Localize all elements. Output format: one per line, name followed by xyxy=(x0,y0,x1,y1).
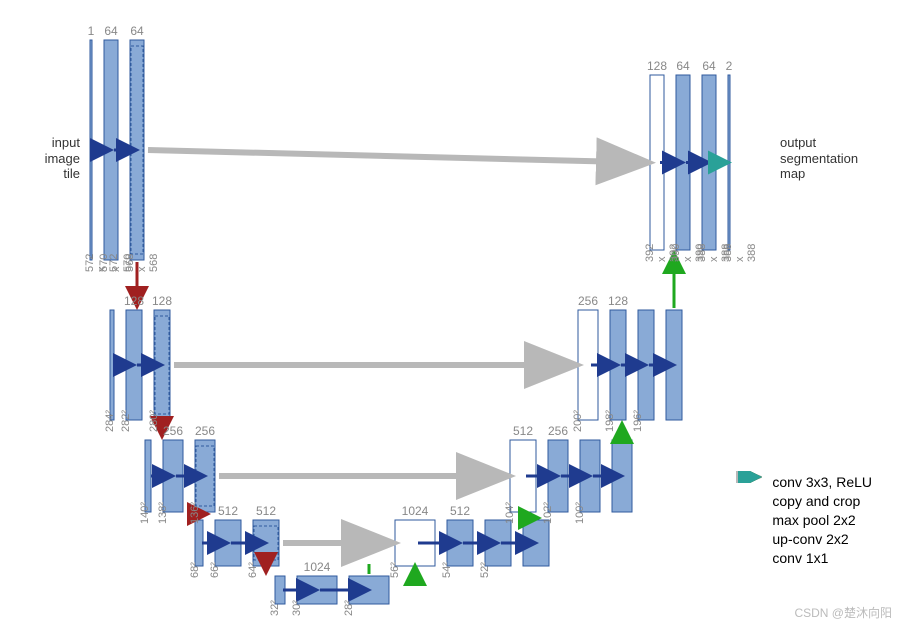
dim-label: 32² xyxy=(269,602,281,616)
dim-label: 52² xyxy=(479,564,491,578)
dim-label: 568 x 568 xyxy=(124,258,160,272)
legend-label: conv 3x3, ReLU xyxy=(772,474,872,490)
legend-label: conv 1x1 xyxy=(772,550,828,566)
input-label: inputimagetile xyxy=(30,135,80,182)
channel-label: 1024 xyxy=(297,560,337,574)
dim-label: 64² xyxy=(247,564,259,578)
channel-label: 512 xyxy=(208,504,248,518)
dim-label: 102² xyxy=(542,510,554,524)
dim-label: 200² xyxy=(572,418,584,432)
dim-label: 68² xyxy=(189,564,201,578)
legend-pool: max pool 2x2 xyxy=(736,512,872,528)
output-label: outputsegmentationmap xyxy=(780,135,858,182)
channel-label: 64 xyxy=(117,24,157,38)
channel-label: 2 xyxy=(709,59,749,73)
watermark: CSDN @楚沐向阳 xyxy=(794,604,892,621)
channel-label: 512 xyxy=(246,504,286,518)
channel-label: 1024 xyxy=(395,504,435,518)
legend: conv 3x3, ReLU copy and crop max pool 2x… xyxy=(736,471,872,569)
channel-label: 512 xyxy=(503,424,543,438)
dim-label: 388 x 388 xyxy=(722,248,758,262)
dim-label: 136² xyxy=(189,510,201,524)
channel-label: 512 xyxy=(440,504,480,518)
dim-label: 140² xyxy=(139,510,151,524)
dim-label: 100² xyxy=(574,510,586,524)
channel-label: 128 xyxy=(142,294,182,308)
legend-conv1x1: conv 1x1 xyxy=(736,550,872,566)
legend-label: copy and crop xyxy=(772,493,860,509)
dim-label: 30² xyxy=(291,602,303,616)
legend-copy: copy and crop xyxy=(736,493,872,509)
dim-label: 66² xyxy=(209,564,221,578)
dim-label: 284² xyxy=(104,418,116,432)
legend-label: max pool 2x2 xyxy=(772,512,855,528)
dim-label: 196² xyxy=(632,418,644,432)
dim-label: 282² xyxy=(120,418,132,432)
dim-label: 198² xyxy=(604,418,616,432)
dim-label: 104² xyxy=(504,510,516,524)
dim-label: 54² xyxy=(441,564,453,578)
channel-label: 128 xyxy=(598,294,638,308)
dim-label: 138² xyxy=(157,510,169,524)
dim-label: 28² xyxy=(343,602,355,616)
legend-label: up-conv 2x2 xyxy=(772,531,848,547)
dim-label: 56² xyxy=(389,564,401,578)
channel-label: 256 xyxy=(185,424,225,438)
legend-upconv: up-conv 2x2 xyxy=(736,531,872,547)
